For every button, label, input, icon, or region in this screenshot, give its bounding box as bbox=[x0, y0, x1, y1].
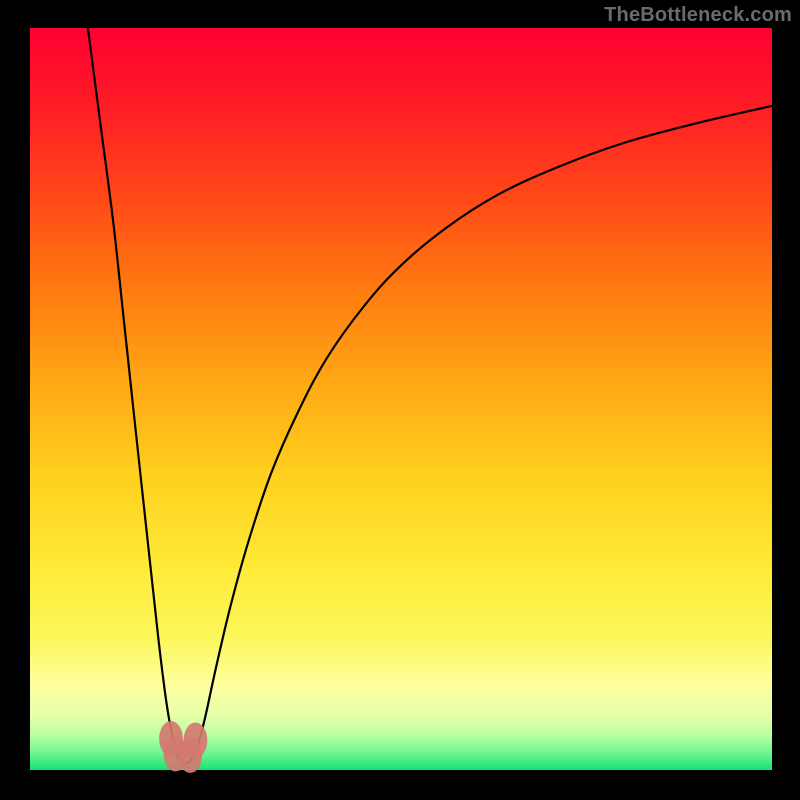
chart-background bbox=[30, 28, 772, 770]
chart-container: TheBottleneck.com bbox=[0, 0, 800, 800]
chart-svg bbox=[0, 0, 800, 800]
watermark-label: TheBottleneck.com bbox=[604, 4, 792, 27]
